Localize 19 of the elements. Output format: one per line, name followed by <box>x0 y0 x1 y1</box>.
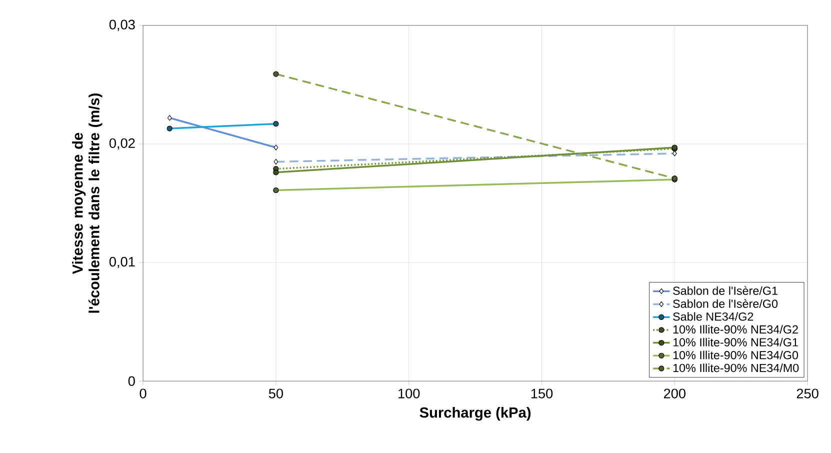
x-tick-label: 150 <box>531 388 553 398</box>
y-tick-label: 0,01 <box>109 256 135 268</box>
y-axis-title: Vitesse moyenne de l'écoulement dans le filtre (m/s) <box>72 93 102 313</box>
legend-label: 10% Illite-90% NE34/G2 <box>673 324 798 334</box>
legend-label: 10% Illite-90% NE34/M0 <box>673 363 799 372</box>
y-tick-label: 0,02 <box>109 138 135 150</box>
x-tick-label: 50 <box>268 388 283 398</box>
x-tick-label: 250 <box>796 388 818 398</box>
legend-label: Sablon de l'Isère/G1 <box>673 286 778 295</box>
x-tick-label: 200 <box>664 388 686 398</box>
legend-label: Sablon de l'Isère/G0 <box>673 298 778 308</box>
legend-label: 10% Illite-90% NE34/G1 <box>673 338 798 346</box>
y-tick-label: 0 <box>128 376 135 386</box>
legend-label: 10% Illite-90% NE34/G0 <box>673 350 798 360</box>
y-tick-label: 0,03 <box>109 20 135 31</box>
legend-label: Sable NE34/G2 <box>673 312 754 321</box>
x-tick-label: 100 <box>398 388 420 398</box>
x-axis-title: Surcharge (kPa) <box>420 406 531 420</box>
x-tick-label: 0 <box>140 388 146 398</box>
